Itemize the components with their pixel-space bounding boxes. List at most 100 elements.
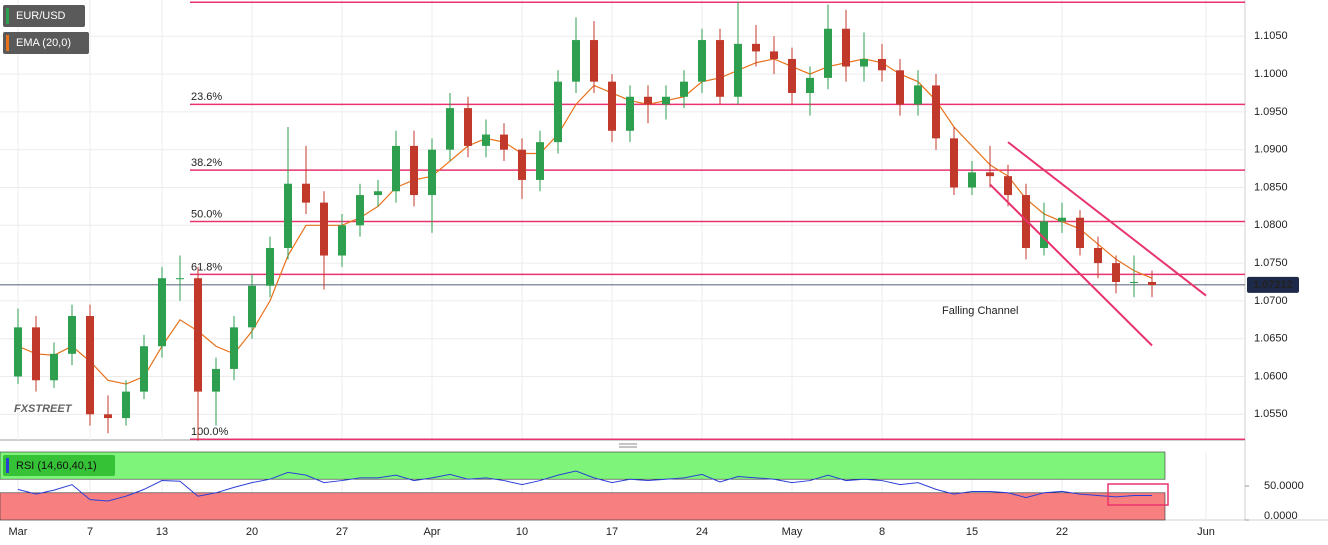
annotation: Falling Channel — [942, 305, 1018, 317]
candle-body — [248, 285, 256, 328]
x-tick-label: 10 — [516, 526, 528, 538]
x-tick-label: Jun — [1197, 526, 1215, 538]
candle-body — [392, 145, 400, 192]
fib-level-label: 100.0% — [191, 426, 229, 438]
y-tick-label: 1.0550 — [1254, 408, 1288, 420]
x-tick-label: 22 — [1056, 526, 1068, 538]
x-tick-label: 24 — [696, 526, 708, 538]
highlight-box — [1107, 483, 1169, 506]
candle-body — [860, 58, 868, 67]
candle-body — [32, 327, 40, 381]
fib-level-label: 61.8% — [191, 261, 222, 273]
candle-body — [626, 96, 634, 131]
candle-body — [1112, 263, 1120, 282]
candle-body — [68, 316, 76, 354]
legend-swatch — [6, 458, 9, 473]
x-tick-label: 13 — [156, 526, 168, 538]
rsi-tick-label: 50.0000 — [1264, 480, 1304, 492]
legend-box[interactable] — [3, 455, 115, 476]
candle-body — [554, 81, 562, 143]
candle-body — [1076, 217, 1084, 248]
candle-body — [1004, 176, 1012, 196]
rsi-band — [0, 492, 1166, 521]
candle-body — [788, 58, 796, 93]
y-tick-label: 1.0950 — [1254, 106, 1288, 118]
y-tick-label: 1.0900 — [1254, 144, 1288, 156]
candle-body — [284, 183, 292, 248]
candle-body — [176, 278, 184, 280]
candle-body — [824, 28, 832, 78]
candle-body — [536, 142, 544, 180]
candle-body — [50, 353, 58, 381]
fib-level-label: 23.6% — [191, 91, 222, 103]
x-tick-label: 27 — [336, 526, 348, 538]
candle-body — [950, 138, 958, 188]
y-tick-label: 1.1000 — [1254, 68, 1288, 80]
x-tick-label: 8 — [879, 526, 885, 538]
legend-box[interactable] — [3, 5, 85, 27]
x-tick-label: 7 — [87, 526, 93, 538]
candle-body — [644, 96, 652, 105]
candle-body — [320, 202, 328, 256]
candle-body — [878, 58, 886, 71]
candle-body — [140, 346, 148, 392]
candle-body — [986, 172, 994, 177]
candle-body — [356, 195, 364, 226]
candle-body — [914, 85, 922, 105]
candle-body — [806, 77, 814, 93]
legend-swatch — [6, 8, 9, 24]
candle-body — [734, 43, 742, 97]
candle-body — [410, 145, 418, 196]
candle-body — [608, 81, 616, 131]
y-tick-label: 1.0700 — [1254, 295, 1288, 307]
x-tick-label: 15 — [966, 526, 978, 538]
candle-body — [968, 172, 976, 188]
last-price-tag — [1247, 276, 1299, 293]
candle-body — [428, 149, 436, 196]
price-plot-area — [0, 0, 1245, 440]
legend-label[interactable]: RSI (14,60,40,1) — [16, 460, 97, 472]
legend-swatch — [6, 35, 9, 51]
last-price-label: 1.07212 — [1253, 279, 1293, 291]
rsi-line — [17, 470, 1152, 502]
candle-body — [932, 85, 940, 139]
channel-line — [1007, 141, 1207, 297]
candle-body — [500, 134, 508, 150]
legend-box[interactable] — [3, 32, 89, 54]
candle-body — [446, 108, 454, 150]
rsi-tick-label: 0.0000 — [1264, 510, 1298, 522]
candle-body — [1130, 281, 1138, 283]
y-tick-label: 1.0600 — [1254, 370, 1288, 382]
candle-body — [464, 108, 472, 146]
channel-line — [989, 183, 1153, 347]
candle-body — [230, 327, 238, 369]
x-tick-label: 20 — [246, 526, 258, 538]
candle-body — [770, 51, 778, 59]
candle-body — [374, 191, 382, 196]
x-tick-label: May — [782, 526, 803, 538]
candle-body — [266, 247, 274, 286]
x-tick-label: Mar — [9, 526, 28, 538]
legend-label[interactable]: EUR/USD — [16, 10, 66, 22]
ema-line — [17, 58, 1153, 385]
candle-body — [662, 96, 670, 105]
candle-body — [1148, 281, 1156, 286]
legend-label[interactable]: EMA (20,0) — [16, 37, 71, 49]
candle-body — [104, 414, 112, 419]
candle-body — [122, 391, 130, 419]
fib-level-label: 50.0% — [191, 208, 222, 220]
y-tick-label: 1.0750 — [1254, 257, 1288, 269]
candle-body — [1058, 217, 1066, 222]
candle-body — [86, 316, 94, 415]
candle-body — [680, 81, 688, 97]
candle-body — [896, 70, 904, 105]
candle-body — [1040, 221, 1048, 248]
candle-body — [14, 327, 22, 377]
y-tick-label: 1.0850 — [1254, 181, 1288, 193]
candle-body — [752, 43, 760, 52]
candle-body — [590, 40, 598, 82]
fib-level-label: 38.2% — [191, 157, 222, 169]
candle-body — [194, 278, 202, 392]
